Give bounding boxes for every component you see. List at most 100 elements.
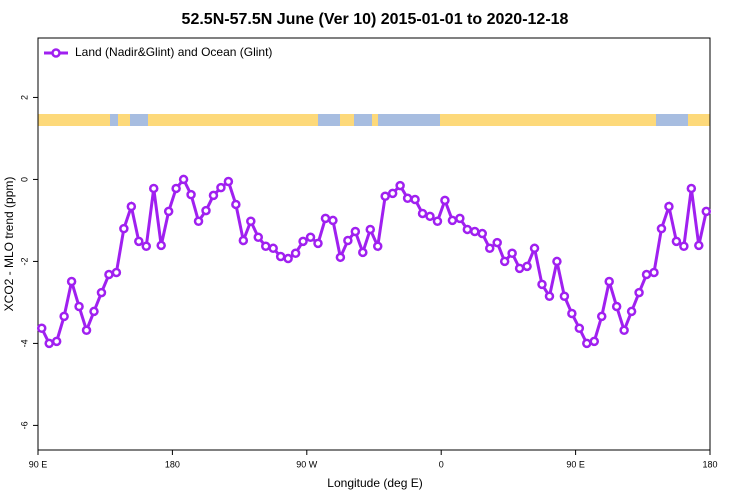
x-axis-label: Longitude (deg E): [327, 476, 422, 490]
data-point: [477, 228, 488, 239]
data-point: [634, 287, 644, 298]
data-point: [141, 241, 152, 252]
data-point: [253, 232, 264, 242]
data-point: [589, 336, 600, 347]
data-point: [664, 201, 674, 212]
data-point: [246, 216, 256, 226]
data-point: [283, 253, 293, 264]
data-point: [694, 240, 704, 251]
x-tick-label: 90 E: [29, 459, 48, 469]
data-point: [582, 338, 592, 349]
data-point: [604, 276, 614, 287]
data-point: [126, 201, 137, 212]
data-point: [171, 183, 181, 194]
data-point: [358, 247, 368, 258]
chart-title: 52.5N-57.5N June (Ver 10) 2015-01-01 to …: [182, 11, 569, 28]
data-point: [111, 267, 122, 278]
data-point: [574, 323, 585, 333]
data-point: [559, 291, 570, 302]
data-point: [320, 213, 331, 224]
data-point: [343, 235, 353, 246]
data-point: [313, 238, 323, 249]
data-point: [290, 248, 301, 258]
data-point: [507, 248, 517, 258]
data-point: [455, 213, 465, 224]
data-point: [201, 205, 211, 216]
data-point: [275, 251, 286, 262]
data-point: [335, 252, 346, 263]
data-point: [193, 216, 204, 226]
data-point: [208, 190, 219, 201]
data-point: [470, 226, 480, 237]
data-point: [611, 301, 622, 312]
data-point: [529, 243, 540, 254]
data-point: [186, 189, 196, 200]
data-point: [537, 279, 547, 290]
data-point: [231, 199, 241, 210]
y-tick-label: 0: [19, 177, 29, 182]
data-point: [447, 215, 458, 226]
y-tick-label: -2: [19, 257, 29, 265]
data-point: [66, 276, 77, 287]
data-point: [119, 223, 129, 234]
data-point: [432, 216, 443, 226]
data-point: [372, 241, 383, 252]
data-point: [298, 236, 308, 247]
data-point: [134, 236, 144, 247]
series-line: [40, 176, 708, 346]
data-point: [484, 243, 495, 254]
data-point: [238, 235, 249, 246]
data-point: [260, 241, 271, 252]
data-point: [216, 182, 226, 193]
data-point: [51, 336, 62, 347]
data-point: [402, 193, 413, 204]
data-point: [89, 306, 99, 317]
y-axis-label: XCO2 - MLO trend (ppm): [2, 177, 16, 312]
data-point: [544, 291, 555, 302]
data-point: [178, 174, 189, 185]
data-point: [567, 308, 577, 319]
data-point: [462, 224, 473, 235]
data-point: [104, 269, 114, 280]
data-point: [395, 180, 405, 191]
data-point: [671, 236, 682, 247]
data-point: [223, 176, 234, 187]
x-tick-label: 90 W: [296, 459, 318, 469]
land-ocean-strip: [38, 114, 710, 126]
data-point: [96, 287, 107, 298]
data-point: [626, 306, 637, 317]
data-point: [350, 226, 361, 237]
data-point: [81, 325, 92, 336]
x-tick-label: 0: [439, 459, 444, 469]
y-tick-label: -4: [19, 339, 29, 347]
data-point: [148, 183, 159, 194]
data-point: [679, 241, 689, 252]
data-point: [417, 208, 428, 219]
data-point: [387, 188, 398, 199]
data-point: [649, 267, 659, 278]
data-point: [425, 211, 435, 222]
data-point: [514, 263, 525, 274]
data-point: [305, 232, 316, 242]
plot-frame: [37, 37, 711, 451]
data-point: [328, 215, 338, 226]
data-point: [641, 269, 652, 280]
y-tick-label: -6: [19, 421, 29, 429]
data-point: [492, 237, 502, 248]
data-point: [552, 256, 562, 267]
data-point: [163, 206, 174, 217]
legend-label: Land (Nadir&Glint) and Ocean (Glint): [75, 45, 272, 59]
data-point: [365, 224, 376, 235]
data-point: [410, 194, 420, 205]
data-point: [268, 243, 278, 254]
x-tick-label: 180: [165, 459, 180, 469]
data-point: [59, 311, 69, 322]
data-point: [44, 338, 54, 349]
data-point: [656, 223, 667, 234]
data-point: [156, 240, 166, 251]
data-point: [701, 206, 712, 217]
data-point: [619, 325, 629, 336]
data-point: [36, 323, 47, 333]
x-tick-label: 90 E: [566, 459, 585, 469]
